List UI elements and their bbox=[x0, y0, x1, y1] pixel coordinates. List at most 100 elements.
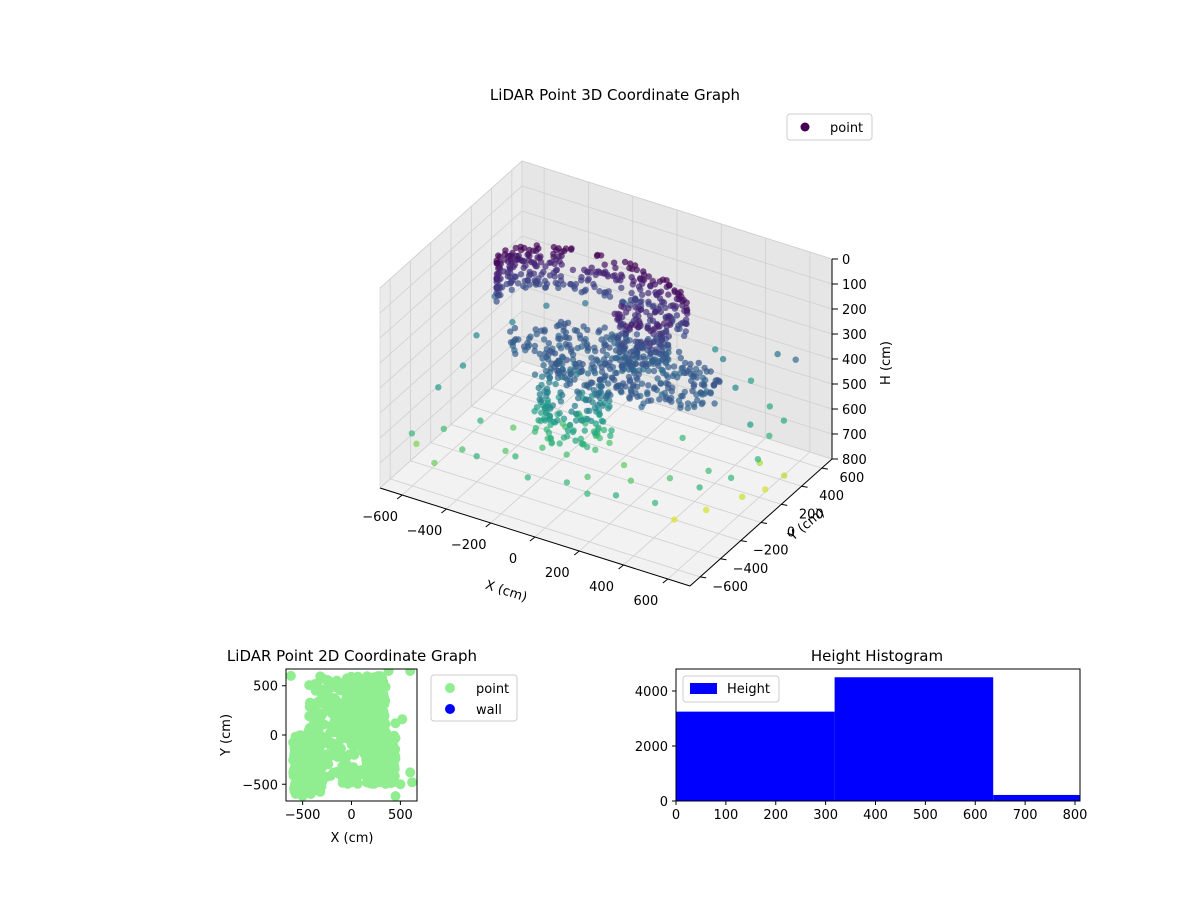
point-3d bbox=[651, 281, 659, 288]
point-3d bbox=[600, 418, 607, 425]
y-tick-label-2d: 500 bbox=[253, 680, 278, 695]
grid-z-wall bbox=[379, 360, 523, 489]
grid-y-floor bbox=[390, 478, 701, 578]
point-3d bbox=[583, 443, 591, 451]
point-3d bbox=[672, 303, 680, 310]
point-3d bbox=[663, 371, 670, 379]
x-axis-label-3d: X (cm) bbox=[483, 578, 529, 606]
z-tick-label-3d: 400 bbox=[842, 353, 867, 368]
y-tick-label-3d: −600 bbox=[712, 580, 748, 595]
point-3d bbox=[545, 429, 553, 436]
point-3d bbox=[507, 339, 515, 346]
point-3d bbox=[582, 300, 589, 307]
x-tick-label-3d: −600 bbox=[362, 510, 398, 525]
point-3d bbox=[408, 430, 416, 437]
y-tick-label-histogram: 4000 bbox=[635, 685, 668, 700]
z-tick-label-3d: 200 bbox=[842, 303, 867, 318]
y-tick-label-3d: −200 bbox=[753, 544, 789, 559]
point-3d bbox=[690, 381, 698, 388]
point-3d bbox=[650, 360, 657, 367]
y-axis-label-2d: Y (cm) bbox=[219, 714, 234, 757]
point-2d bbox=[295, 730, 306, 741]
point-3d bbox=[671, 516, 678, 523]
point-3d bbox=[719, 355, 727, 363]
point-3d bbox=[552, 360, 560, 367]
point-3d bbox=[440, 425, 447, 432]
point-2d bbox=[390, 791, 401, 801]
point-3d bbox=[531, 428, 539, 435]
point-3d bbox=[619, 367, 626, 375]
point-3d bbox=[435, 384, 442, 391]
point-2d bbox=[407, 777, 417, 788]
point-3d bbox=[561, 374, 568, 381]
point-2d bbox=[328, 727, 339, 738]
point-2d bbox=[363, 751, 374, 762]
point-3d bbox=[598, 383, 605, 390]
point-3d bbox=[546, 272, 554, 279]
point-3d bbox=[660, 299, 668, 306]
point-3d bbox=[503, 280, 510, 288]
point-3d bbox=[781, 472, 788, 479]
x-tick-label-3d: 600 bbox=[633, 594, 658, 609]
point-3d bbox=[493, 278, 500, 286]
grid-z-wall bbox=[379, 185, 523, 314]
point-2d bbox=[316, 777, 327, 788]
grid-z-back bbox=[521, 235, 833, 335]
z-tick-label-3d: 500 bbox=[842, 378, 867, 393]
point-3d bbox=[493, 289, 500, 297]
z-tick-label-3d: 600 bbox=[842, 403, 867, 418]
point-3d bbox=[632, 338, 639, 345]
point-2d bbox=[335, 734, 346, 745]
grid-z-back bbox=[521, 210, 833, 310]
point-3d bbox=[569, 428, 577, 436]
point-3d bbox=[627, 260, 634, 267]
point-3d bbox=[517, 271, 525, 278]
point-3d bbox=[607, 432, 614, 439]
legend-3d-frame bbox=[786, 113, 873, 141]
point-2d bbox=[349, 686, 360, 697]
point-3d bbox=[651, 499, 659, 507]
point-3d bbox=[616, 323, 624, 331]
point-3d bbox=[609, 272, 617, 280]
point-3d bbox=[568, 346, 575, 353]
point-3d bbox=[584, 277, 591, 284]
point-3d bbox=[473, 453, 480, 460]
point-2d bbox=[292, 760, 303, 771]
point-2d bbox=[286, 670, 296, 681]
point-3d bbox=[493, 257, 500, 264]
point-3d bbox=[543, 302, 550, 309]
point-3d bbox=[774, 350, 781, 358]
point-3d bbox=[665, 363, 672, 371]
point-2d bbox=[325, 770, 336, 781]
point-3d bbox=[594, 357, 601, 364]
histogram-bar bbox=[834, 677, 994, 801]
point-3d bbox=[556, 410, 563, 417]
lidar-3d-scatter-panel: LiDAR Point 3D Coordinate Graph −600 −400… bbox=[362, 86, 894, 609]
point-3d bbox=[679, 364, 686, 371]
point-3d bbox=[666, 282, 673, 289]
point-3d bbox=[747, 421, 754, 428]
x-tick-mark-3d bbox=[441, 508, 447, 514]
x-tick-label-2d: −500 bbox=[285, 808, 321, 823]
point-3d bbox=[655, 362, 662, 369]
point-2d bbox=[375, 682, 386, 693]
point-3d bbox=[691, 403, 698, 411]
x-tick-label-histogram: 100 bbox=[713, 808, 738, 823]
point-3d bbox=[638, 380, 646, 387]
point-3d bbox=[599, 347, 607, 354]
point-3d bbox=[650, 302, 657, 310]
point-3d bbox=[509, 318, 516, 326]
point-2d bbox=[342, 712, 353, 723]
point-3d bbox=[574, 388, 581, 395]
z-axis-label-3d: H (cm) bbox=[879, 341, 894, 385]
point-3d bbox=[571, 376, 578, 383]
tick-labels-2d: −500 0 500 500 0 −500 bbox=[242, 680, 413, 823]
point-3d bbox=[792, 356, 799, 363]
point-3d bbox=[683, 320, 690, 328]
point-3d bbox=[606, 403, 613, 410]
point-3d bbox=[531, 342, 539, 350]
point-3d bbox=[538, 409, 545, 416]
point-3d bbox=[645, 382, 652, 389]
legend-histogram: Height bbox=[682, 675, 780, 703]
point-3d bbox=[641, 355, 648, 363]
